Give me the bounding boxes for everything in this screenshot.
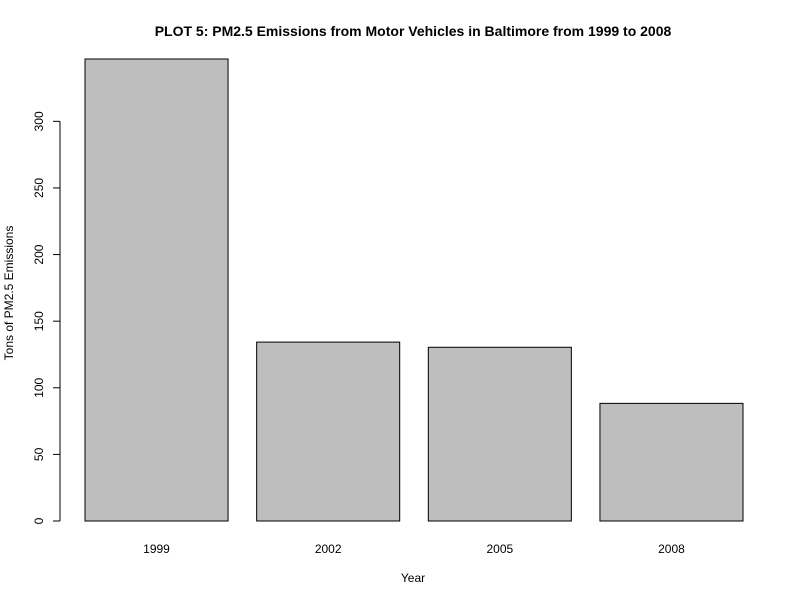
x-tick-label-2005: 2005 <box>486 542 513 556</box>
x-tick-label-2002: 2002 <box>315 542 342 556</box>
y-tick-label-50: 50 <box>32 447 46 461</box>
y-axis-label: Tons of PM2.5 Emissions <box>2 226 16 361</box>
y-axis-ticks: 0 50 100 150 200 250 300 <box>32 111 60 524</box>
bar-2002 <box>256 341 401 522</box>
x-tick-label-2008: 2008 <box>658 542 685 556</box>
y-axis: 0 50 100 150 200 250 300 <box>32 111 61 524</box>
bar-1999 <box>84 58 229 522</box>
y-tick-label-250: 250 <box>32 178 46 198</box>
x-tick-label-1999: 1999 <box>143 542 170 556</box>
bar-2008 <box>599 402 744 522</box>
y-tick-label-0: 0 <box>32 517 46 524</box>
bar-2005 <box>427 346 572 522</box>
y-tick-label-200: 200 <box>32 244 46 264</box>
chart-title: PLOT 5: PM2.5 Emissions from Motor Vehic… <box>155 23 672 39</box>
y-tick-label-300: 300 <box>32 111 46 131</box>
y-tick-label-150: 150 <box>32 311 46 331</box>
x-axis-tick-labels: 1999 2002 2005 2008 <box>143 542 685 556</box>
y-tick-label-100: 100 <box>32 377 46 397</box>
x-axis-label: Year <box>401 571 425 585</box>
bars-group <box>84 58 744 522</box>
